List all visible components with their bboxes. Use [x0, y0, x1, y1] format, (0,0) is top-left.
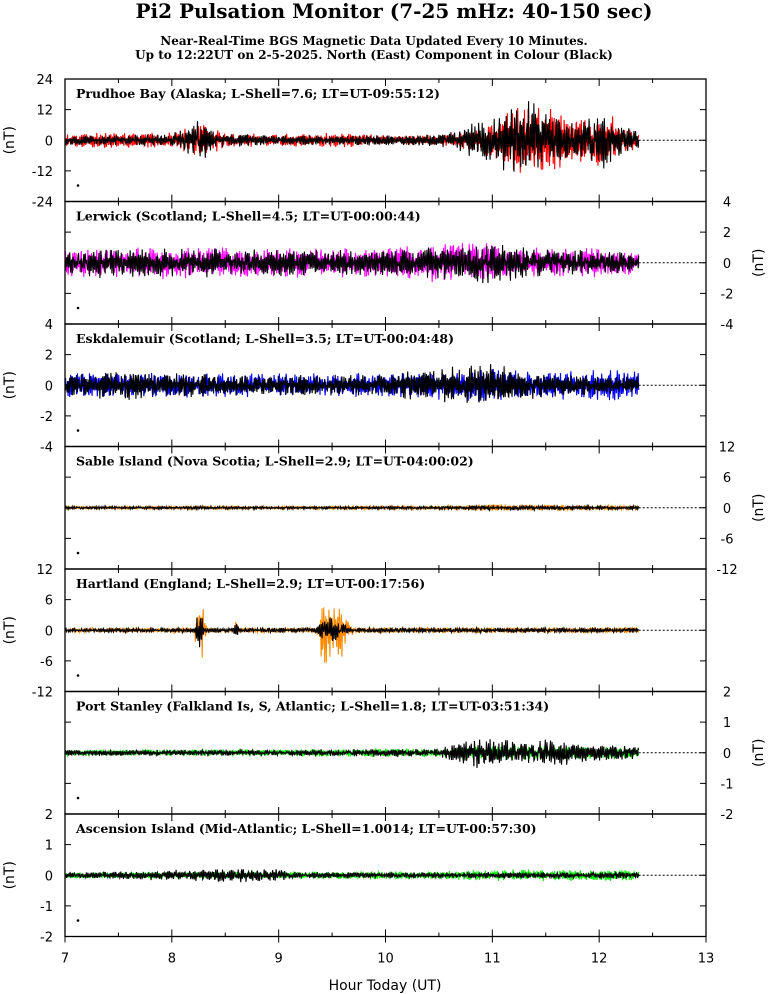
station-label-1: Lerwick (Scotland; L-Shell=4.5; LT=UT-00…	[76, 209, 421, 224]
xtick-label-6: 13	[698, 952, 715, 967]
ytick-label-4-2: 0	[45, 624, 53, 639]
y-axis-title-1: (nT)	[751, 249, 767, 277]
ytick-label-3-2: 0	[723, 502, 731, 517]
ytick-label-1-4: -4	[721, 318, 734, 333]
x-axis: 7 8 9 10 11 12 13	[61, 936, 715, 967]
ytick-label-5-1: 1	[723, 716, 731, 731]
panel-marker-4	[76, 674, 80, 677]
xtick-label-1: 8	[168, 952, 176, 967]
ytick-label-0-2: 0	[45, 134, 53, 149]
chart-subtitle-line2: Up to 12:22UT on 2-5-2025. North (East) …	[135, 48, 613, 62]
trace-east-4	[64, 617, 639, 648]
ytick-label-1-0: 4	[723, 196, 731, 211]
station-label-4: Hartland (England; L-Shell=2.9; LT=UT-00…	[76, 576, 425, 591]
trace-east-6	[64, 869, 640, 883]
station-label-3: Sable Island (Nova Scotia; L-Shell=2.9; …	[76, 454, 474, 469]
ytick-label-3-0: 12	[719, 441, 736, 456]
panel-3: Sable Island (Nova Scotia; L-Shell=2.9; …	[64, 441, 767, 578]
ytick-label-1-1: 2	[723, 226, 731, 241]
panels-group: Prudhoe Bay (Alaska; L-Shell=7.6; LT=UT-…	[2, 73, 767, 946]
panel-marker-0	[76, 184, 80, 187]
ytick-label-1-3: -2	[721, 287, 734, 302]
ytick-label-6-3: -1	[40, 900, 53, 915]
ytick-label-0-4: -24	[32, 196, 53, 211]
trace-north-4	[64, 607, 640, 663]
chart-subtitle-line1: Near-Real-Time BGS Magnetic Data Updated…	[160, 34, 587, 48]
ytick-label-3-1: 6	[723, 471, 731, 486]
ytick-label-6-1: 1	[45, 839, 53, 854]
panel-5: Port Stanley (Falkland Is, S, Atlantic; …	[64, 686, 767, 823]
ytick-label-5-3: -1	[721, 777, 734, 792]
ytick-label-4-3: -6	[40, 655, 53, 670]
panel-0: Prudhoe Bay (Alaska; L-Shell=7.6; LT=UT-…	[2, 73, 707, 211]
ytick-label-0-0: 24	[36, 73, 53, 88]
panel-marker-1	[76, 306, 80, 310]
ytick-label-2-0: 4	[45, 318, 53, 333]
ytick-label-2-3: -2	[40, 410, 53, 425]
xtick-label-4: 11	[484, 952, 501, 967]
station-label-6: Ascension Island (Mid-Atlantic; L-Shell=…	[75, 821, 537, 836]
panel-2: Eskdalemuir (Scotland; L-Shell=3.5; LT=U…	[2, 318, 707, 456]
ytick-label-1-2: 0	[723, 257, 731, 272]
y-axis-title-5: (nT)	[751, 739, 767, 767]
ytick-label-0-3: -12	[32, 165, 53, 180]
station-label-5: Port Stanley (Falkland Is, S, Atlantic; …	[76, 699, 549, 714]
chart-title: Pi2 Pulsation Monitor (7-25 mHz: 40-150 …	[136, 0, 653, 23]
ytick-label-5-2: 0	[723, 747, 731, 762]
ytick-label-0-1: 12	[36, 104, 53, 119]
ytick-label-4-4: -12	[32, 686, 53, 701]
panel-marker-2	[76, 429, 80, 432]
ytick-label-2-4: -4	[40, 441, 53, 456]
trace-east-1	[64, 244, 640, 284]
station-label-0: Prudhoe Bay (Alaska; L-Shell=7.6; LT=UT-…	[76, 86, 440, 101]
y-axis-title-2: (nT)	[2, 371, 18, 399]
xtick-label-3: 10	[377, 952, 394, 967]
panel-6: Ascension Island (Mid-Atlantic; L-Shell=…	[2, 808, 707, 946]
panel-1: Lerwick (Scotland; L-Shell=4.5; LT=UT-00…	[64, 196, 767, 333]
panel-marker-3	[76, 551, 80, 555]
y-axis-title-0: (nT)	[2, 126, 18, 154]
ytick-label-4-1: 6	[45, 594, 53, 609]
xtick-label-2: 9	[275, 952, 283, 967]
panel-marker-6	[76, 919, 80, 922]
panel-4: Hartland (England; L-Shell=2.9; LT=UT-00…	[2, 563, 707, 701]
trace-east-3	[64, 503, 640, 513]
station-label-2: Eskdalemuir (Scotland; L-Shell=3.5; LT=U…	[76, 331, 454, 346]
ytick-label-6-2: 0	[45, 869, 53, 884]
x-axis-title: Hour Today (UT)	[329, 978, 442, 994]
ytick-label-2-2: 0	[45, 379, 53, 394]
ytick-label-3-4: -12	[716, 563, 737, 578]
trace-east-0	[64, 101, 640, 172]
ytick-label-5-0: 2	[723, 686, 731, 701]
trace-east-2	[64, 364, 640, 403]
xtick-label-0: 7	[61, 952, 69, 967]
y-axis-title-3: (nT)	[751, 494, 767, 522]
trace-east-5	[64, 739, 640, 769]
ytick-label-5-4: -2	[721, 808, 734, 823]
y-axis-title-4: (nT)	[2, 616, 18, 644]
y-axis-title-6: (nT)	[2, 861, 18, 889]
ytick-label-3-3: -6	[721, 532, 734, 547]
ytick-label-4-0: 12	[36, 563, 53, 578]
ytick-label-2-1: 2	[45, 349, 53, 364]
ytick-label-6-0: 2	[45, 808, 53, 823]
ytick-label-6-4: -2	[40, 931, 53, 946]
panel-marker-5	[76, 796, 80, 800]
xtick-label-5: 12	[591, 952, 608, 967]
